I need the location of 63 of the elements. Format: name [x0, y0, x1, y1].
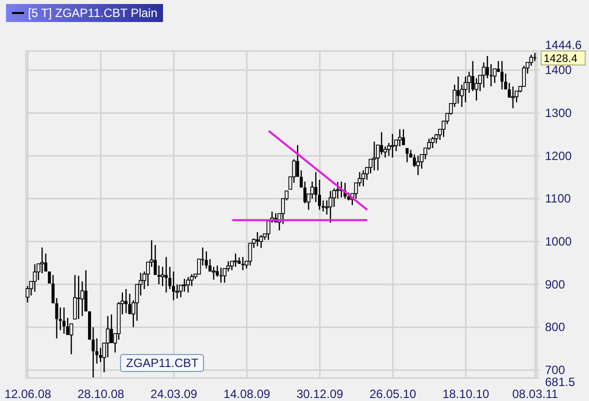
candlestick — [172, 270, 175, 301]
candlestick — [248, 242, 252, 266]
y-tick-label: 1100 — [545, 192, 572, 206]
candlestick — [124, 288, 128, 314]
annotation: 1428.4 — [544, 52, 578, 65]
y-tick-label: 900 — [545, 277, 566, 292]
x-tick-label: 24.03.09 — [150, 387, 198, 401]
candlestick — [456, 76, 460, 104]
candlestick — [40, 246, 44, 274]
candlestick — [84, 270, 88, 312]
y-tick-label: 700 — [545, 363, 566, 378]
candlestick — [328, 190, 332, 224]
annotation: ZGAP11.CBT — [120, 354, 204, 372]
x-tick-label: 18.10.10 — [442, 387, 490, 401]
candlestick — [529, 54, 534, 66]
y-tick-label: 1444.6 — [545, 38, 582, 52]
x-tick-label: 14.08.09 — [223, 387, 271, 401]
x-tick-label: 30.12.09 — [296, 387, 344, 401]
candlestick — [361, 170, 366, 187]
x-tick-label: 26.05.10 — [369, 387, 417, 401]
y-tick-label: 800 — [545, 320, 566, 334]
candlestick — [26, 285, 30, 303]
candlestick — [73, 274, 77, 320]
candlestick — [256, 231, 259, 247]
x-tick-label: 12.06.08 — [4, 387, 52, 401]
candlestick — [380, 132, 384, 156]
candlestick — [500, 60, 504, 90]
candlestick — [464, 76, 468, 103]
candlestick — [402, 128, 405, 146]
candlestick — [406, 148, 409, 163]
y-tick-label: 1300 — [545, 106, 572, 120]
candlestick — [296, 144, 300, 178]
candlestick — [212, 266, 216, 280]
y-tick-label: 681.5 — [545, 375, 576, 389]
candlestick — [164, 256, 168, 294]
candlestick — [182, 278, 186, 292]
candlestick — [234, 252, 238, 268]
candlestick — [62, 306, 66, 334]
candlestick — [390, 133, 394, 158]
y-tick-label: 1000 — [545, 234, 572, 249]
candlestick — [372, 141, 376, 171]
candlestick — [511, 86, 515, 109]
y-tick-label: 1400 — [545, 63, 572, 78]
candlestick — [416, 155, 420, 176]
candlestick — [110, 314, 113, 344]
candlestick — [106, 315, 110, 358]
candlestick — [32, 264, 37, 292]
candlestick — [204, 250, 208, 270]
candlestick — [219, 267, 222, 284]
candlestick — [226, 260, 230, 272]
candlestick — [44, 252, 48, 272]
x-tick-label: 28.10.08 — [77, 387, 125, 401]
candlestick — [259, 234, 263, 249]
candlestick — [186, 276, 190, 294]
y-tick-label: 1200 — [545, 148, 572, 163]
legend-label: [5 T] ZGAP11.CBT Plain — [28, 6, 158, 20]
candlestick — [430, 136, 435, 149]
candlestick — [398, 128, 402, 147]
candlestick — [128, 293, 132, 315]
candlestick — [77, 275, 80, 320]
candlestick — [434, 133, 438, 144]
x-tick-label: 08.03.11 — [512, 387, 558, 401]
candlestick — [303, 180, 306, 204]
